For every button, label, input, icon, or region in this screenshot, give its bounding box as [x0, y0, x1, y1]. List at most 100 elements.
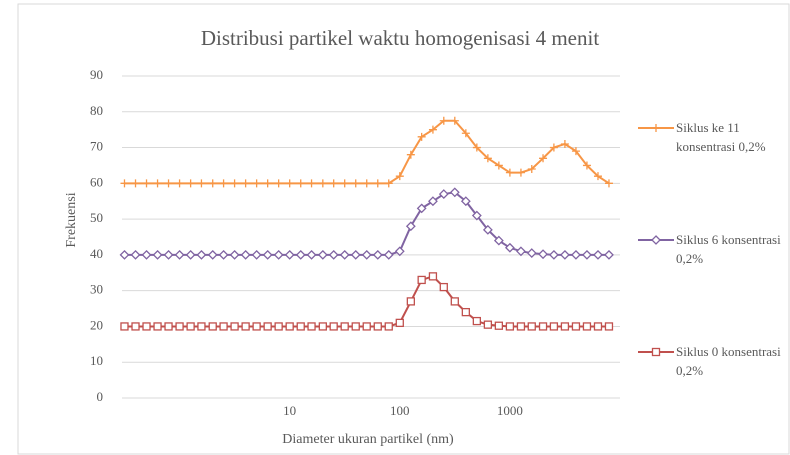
point — [308, 323, 315, 330]
point — [330, 179, 338, 187]
point — [198, 323, 205, 330]
y-tick-label: 60 — [90, 174, 103, 189]
point — [374, 323, 381, 330]
point — [154, 251, 162, 259]
point — [297, 179, 305, 187]
point — [286, 179, 294, 187]
x-tick-label: 100 — [390, 403, 410, 418]
point — [540, 323, 547, 330]
legend-swatch — [636, 118, 676, 138]
point — [594, 323, 601, 330]
point — [429, 273, 436, 280]
point — [286, 251, 294, 259]
point — [363, 251, 371, 259]
point — [385, 251, 393, 259]
y-tick-label: 0 — [97, 389, 104, 404]
point — [297, 323, 304, 330]
point — [605, 323, 612, 330]
legend-label: Siklus 6 konsentrasi 0,2% — [676, 230, 788, 268]
point — [220, 323, 227, 330]
point — [330, 251, 338, 259]
y-tick-label: 10 — [90, 353, 103, 368]
point — [154, 323, 161, 330]
chart: Distribusi partikel waktu homogenisasi 4… — [0, 0, 790, 455]
point — [396, 319, 403, 326]
point — [319, 251, 327, 259]
point — [220, 251, 228, 259]
point — [473, 318, 480, 325]
point — [352, 179, 360, 187]
point — [121, 323, 128, 330]
legend-entry: Siklus 6 konsentrasi 0,2% — [636, 230, 790, 268]
point — [231, 323, 238, 330]
point — [132, 323, 139, 330]
page: {"chart_data": {"type": "line", "title":… — [0, 0, 790, 455]
y-tick-label: 40 — [90, 246, 103, 261]
point — [528, 249, 536, 257]
point — [308, 251, 316, 259]
point — [652, 124, 660, 132]
point — [143, 179, 151, 187]
point — [253, 251, 261, 259]
point — [165, 323, 172, 330]
legend-swatch — [636, 342, 676, 362]
point — [120, 179, 128, 187]
point — [352, 323, 359, 330]
point — [264, 179, 272, 187]
point — [176, 323, 183, 330]
point — [187, 323, 194, 330]
point — [253, 179, 261, 187]
y-tick-label: 70 — [90, 139, 103, 154]
point — [363, 179, 371, 187]
point — [341, 323, 348, 330]
point — [407, 298, 414, 305]
point — [528, 323, 535, 330]
point — [451, 298, 458, 305]
series-line — [124, 121, 608, 184]
point — [440, 284, 447, 291]
point — [506, 323, 513, 330]
point — [462, 309, 469, 316]
point — [363, 323, 370, 330]
point — [242, 251, 250, 259]
point — [176, 251, 184, 259]
x-axis-label: Diameter ukuran partikel (nm) — [282, 432, 454, 447]
point — [341, 251, 349, 259]
point — [120, 251, 128, 259]
point — [197, 179, 205, 187]
point — [539, 250, 547, 258]
point — [517, 323, 524, 330]
chart-title: Distribusi partikel waktu homogenisasi 4… — [201, 26, 600, 50]
point — [242, 323, 249, 330]
point — [209, 179, 217, 187]
point — [385, 323, 392, 330]
point — [495, 322, 502, 329]
point — [653, 349, 660, 356]
point — [341, 179, 349, 187]
point — [275, 179, 283, 187]
point — [231, 179, 239, 187]
legend-swatch — [636, 230, 676, 250]
point — [209, 323, 216, 330]
legend-entry: Siklus ke 11 konsentrasi 0,2% — [636, 118, 790, 156]
point — [308, 179, 316, 187]
point — [583, 251, 591, 259]
point — [550, 323, 557, 330]
point — [572, 251, 580, 259]
point — [297, 251, 305, 259]
point — [286, 323, 293, 330]
x-tick-label: 1000 — [497, 403, 523, 418]
point — [275, 323, 282, 330]
point — [319, 179, 327, 187]
y-tick-label: 50 — [90, 210, 103, 225]
point — [561, 251, 569, 259]
point — [572, 323, 579, 330]
point — [652, 236, 660, 244]
point — [561, 323, 568, 330]
y-tick-label: 90 — [90, 67, 103, 82]
point — [418, 276, 425, 283]
point — [550, 251, 558, 259]
point — [143, 251, 151, 259]
point — [242, 179, 250, 187]
point — [187, 251, 195, 259]
